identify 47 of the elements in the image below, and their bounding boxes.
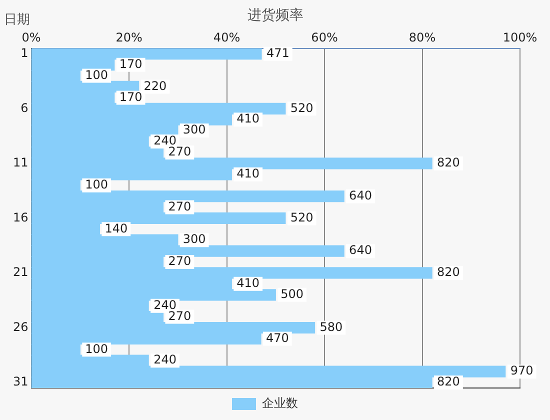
data-label: 240 <box>154 352 176 367</box>
data-label: 270 <box>168 308 192 323</box>
legend-label: 企业数 <box>262 396 298 410</box>
data-label: 820 <box>437 374 460 389</box>
data-label: 820 <box>437 265 460 280</box>
data-label: 640 <box>349 243 372 258</box>
data-label: 300 <box>182 122 206 137</box>
data-label: 520 <box>290 210 314 224</box>
data-label: 470 <box>266 330 289 345</box>
data-label: 220 <box>144 78 167 93</box>
data-label: 820 <box>437 156 460 170</box>
data-label: 240 <box>154 134 176 148</box>
data-label: 100 <box>85 342 108 356</box>
data-label: 500 <box>280 287 304 302</box>
data-label: 100 <box>85 177 108 192</box>
x2-tick-label: 60% <box>311 30 338 44</box>
y-axis-title: 日期 <box>4 12 30 28</box>
data-label: 410 <box>236 112 260 126</box>
data-label: 270 <box>168 144 192 159</box>
y-tick-label: 31 <box>12 374 28 389</box>
data-label: 300 <box>182 232 206 246</box>
x2-tick-label: 40% <box>213 30 240 44</box>
x2-tick-label: 80% <box>408 30 436 44</box>
x2-tick-label: 100% <box>502 30 538 44</box>
data-label: 580 <box>320 320 343 334</box>
x2-tick-label: 20% <box>116 30 142 44</box>
y-tick-label: 26 <box>12 320 28 334</box>
data-label: 410 <box>236 276 260 290</box>
x-axis-title: 进货频率 <box>248 8 304 24</box>
data-label: 170 <box>119 90 142 104</box>
y-tick-label: 6 <box>20 100 28 115</box>
data-label: 140 <box>104 221 128 236</box>
y-tick-label: 11 <box>12 156 28 170</box>
x2-tick-label: 0% <box>22 30 41 44</box>
data-label: 100 <box>85 68 108 82</box>
data-label: 170 <box>119 56 142 71</box>
y-tick-label: 1 <box>20 46 28 60</box>
data-label: 471 <box>266 46 290 60</box>
data-label: 520 <box>290 100 314 115</box>
y-tick-label: 21 <box>12 265 28 280</box>
data-label: 240 <box>154 298 176 312</box>
data-label: 640 <box>349 188 372 202</box>
data-label: 270 <box>168 254 192 268</box>
data-label: 970 <box>510 364 534 378</box>
data-label: 270 <box>168 199 192 214</box>
y-tick-label: 16 <box>12 210 28 224</box>
data-label: 410 <box>236 166 260 181</box>
